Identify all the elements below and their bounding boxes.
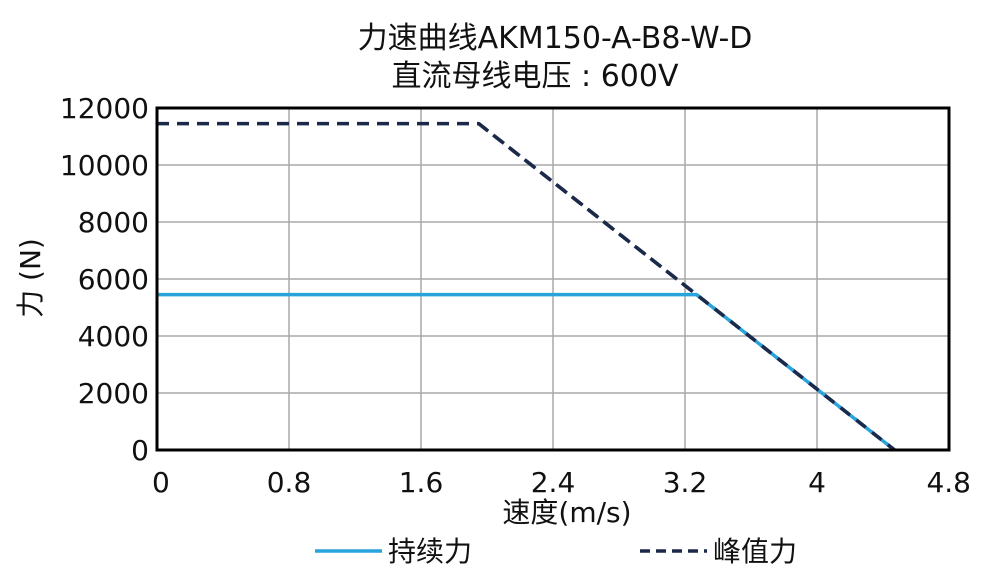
y-tick-label: 2000 [78, 377, 149, 410]
chart-subtitle: 直流母线电压 : 600V [392, 59, 679, 94]
legend-label-1: 峰值力 [713, 535, 797, 568]
y-axis-label: 力 (N) [14, 238, 47, 318]
series-line-1 [157, 121, 896, 452]
x-tick-label: 4 [808, 466, 826, 499]
x-tick-label: 0 [152, 466, 170, 499]
x-tick-labels: 0 0.8 1.6 2.4 3.2 4 4.8 [152, 466, 971, 499]
x-axis-label: 速度(m/s) [502, 496, 631, 529]
x-tick-label: 2.4 [531, 466, 576, 499]
series-line-1-overlay [477, 122, 896, 452]
plot-frame [155, 106, 951, 452]
legend-label-0: 持续力 [388, 535, 472, 568]
y-tick-label: 0 [131, 434, 149, 467]
legend: 持续力 峰值力 [315, 535, 797, 568]
y-tick-label: 12000 [60, 92, 149, 125]
x-tick-label: 0.8 [267, 466, 312, 499]
y-tick-label: 4000 [78, 320, 149, 353]
series-line-0 [157, 292, 896, 452]
y-tick-label: 8000 [78, 206, 149, 239]
y-tick-labels: 0 2000 4000 6000 8000 10000 12000 [60, 92, 149, 467]
y-tick-label: 10000 [60, 149, 149, 182]
x-tick-label: 1.6 [399, 466, 444, 499]
grid-lines [157, 108, 949, 450]
x-tick-label: 4.8 [926, 466, 971, 499]
series-layer [157, 121, 896, 452]
x-tick-label: 3.2 [663, 466, 708, 499]
y-tick-label: 6000 [78, 263, 149, 296]
chart-title: 力速曲线AKM150-A-B8-W-D [358, 21, 753, 56]
